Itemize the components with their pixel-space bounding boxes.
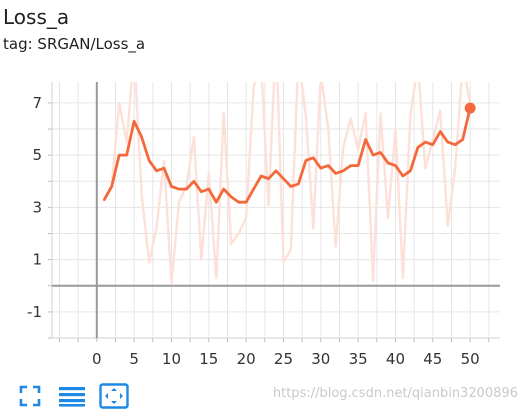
- x-tick-label: 35: [349, 350, 368, 368]
- y-tick-label: 3: [32, 198, 42, 216]
- x-tick-label: 50: [461, 350, 480, 368]
- x-tick-label: 20: [237, 350, 256, 368]
- toggle-log-button[interactable]: [56, 380, 88, 412]
- grid-lines: [48, 82, 500, 342]
- chart-title: Loss_a: [3, 5, 70, 29]
- fullscreen-button[interactable]: [14, 380, 46, 412]
- y-tick-label: -1: [27, 303, 42, 321]
- chart-tag: tag: SRGAN/Loss_a: [3, 35, 146, 53]
- x-tick-label: 5: [129, 350, 139, 368]
- fit-to-data-icon: [99, 383, 129, 409]
- y-tick-label: 7: [32, 94, 42, 112]
- smoothed-series-line: [102, 106, 472, 204]
- y-tick-label: 5: [32, 146, 42, 164]
- fit-domain-button[interactable]: [98, 380, 130, 412]
- x-tick-label: 30: [311, 350, 330, 368]
- chart-toolbar: [14, 380, 130, 412]
- x-tick-label: 40: [386, 350, 405, 368]
- x-tick-label: 15: [199, 350, 218, 368]
- x-tick-label: 25: [274, 350, 293, 368]
- raw-series-line: [103, 82, 472, 285]
- y-tick-label: 1: [32, 251, 42, 269]
- x-tick-label: 10: [162, 350, 181, 368]
- list-lines-icon: [59, 387, 85, 407]
- last-point-marker: [464, 102, 476, 114]
- x-tick-label: 0: [92, 350, 102, 368]
- watermark: https://blog.csdn.net/qianbin3200896: [272, 386, 518, 401]
- axes: [51, 82, 500, 339]
- fullscreen-icon: [19, 385, 41, 407]
- x-tick-label: 45: [423, 350, 442, 368]
- series-lines: [102, 82, 476, 285]
